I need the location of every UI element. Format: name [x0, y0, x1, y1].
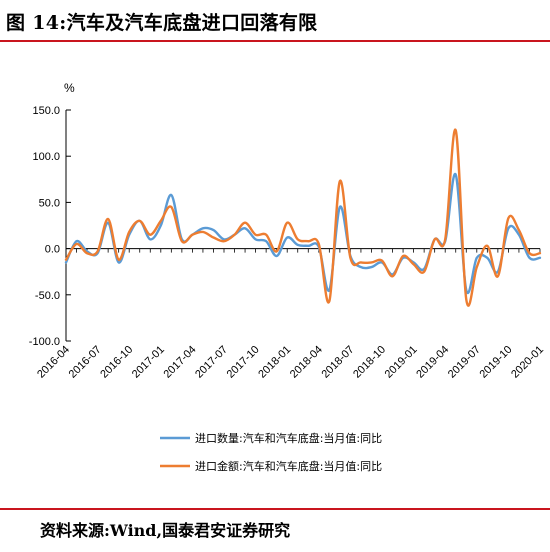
x-tick-label: 2019-07	[446, 344, 483, 381]
x-tick-label: 2017-04	[161, 344, 198, 381]
x-tick-label: 2018-07	[319, 344, 356, 381]
x-tick-label: 2018-10	[351, 344, 388, 381]
y-tick-label: -50.0	[35, 290, 60, 302]
y-tick-label: 50.0	[39, 197, 60, 209]
figure-title: 图 14:汽车及汽车底盘进口回落有限	[6, 12, 318, 34]
x-tick-label: 2017-10	[225, 344, 262, 381]
legend-label: 进口数量:汽车和汽车底盘:当月值:同比	[195, 431, 382, 445]
series-line-import-amount	[64, 128, 542, 307]
legend-label: 进口金额:汽车和汽车底盘:当月值:同比	[195, 459, 382, 473]
y-axis-unit-label: %	[64, 81, 75, 95]
x-tick-label: 2017-01	[130, 344, 167, 381]
x-tick-label: 2019-01	[383, 344, 420, 381]
x-tick-label: 2019-04	[414, 344, 451, 381]
source-divider	[0, 508, 550, 510]
x-tick-label: 2016-10	[98, 344, 135, 381]
y-tick-label: -100.0	[29, 336, 60, 348]
legend-item-import-amount: 进口金额:汽车和汽车底盘:当月值:同比	[160, 459, 382, 473]
y-tick-label: 0.0	[45, 244, 60, 256]
x-tick-label: 2017-07	[193, 344, 230, 381]
y-tick-label: 100.0	[32, 151, 60, 163]
title-divider	[0, 40, 550, 42]
x-tick-label: 2016-07	[67, 344, 104, 381]
series-line-import-quantity	[64, 173, 542, 295]
x-tick-label: 2020-01	[509, 344, 546, 381]
x-tick-label: 2018-04	[288, 344, 325, 381]
y-axis: 150.0 100.0 50.0 0.0 -50.0 -100.0	[29, 105, 71, 348]
x-tick-label: 2018-01	[256, 344, 293, 381]
figure-header: 图 14:汽车及汽车底盘进口回落有限	[0, 0, 550, 40]
x-axis: 2016-042016-072016-102017-012017-042017-…	[35, 248, 546, 381]
y-tick-label: 150.0	[32, 105, 60, 117]
series-lines	[64, 128, 542, 307]
x-tick-label: 2016-04	[35, 344, 72, 381]
legend-item-import-quantity: 进口数量:汽车和汽车底盘:当月值:同比	[160, 431, 382, 445]
source-note: 资料来源:Wind,国泰君安证券研究	[40, 521, 291, 540]
x-tick-label: 2019-10	[477, 344, 514, 381]
